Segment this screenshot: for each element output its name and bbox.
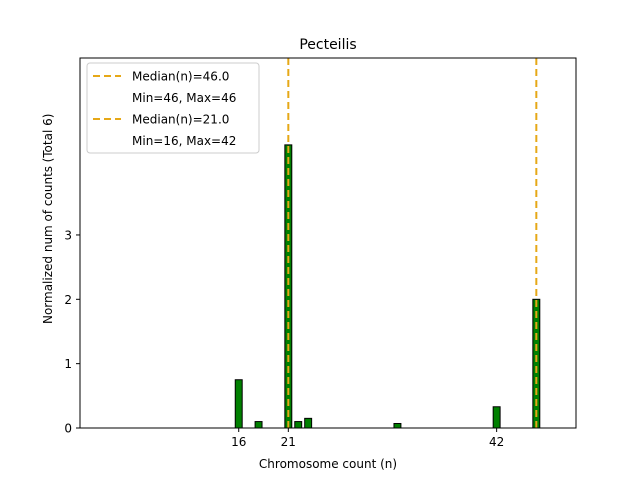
bar-n-32 [393,422,402,429]
y-axis-total-label: (Total 6) [41,114,55,163]
legend: Median(n)=46.0 Min=46, Max=46 Median(n)=… [86,62,260,154]
y-tick-label-1: 1 [64,357,72,371]
y-axis-ticks: 0 1 2 3 [64,228,80,436]
legend-minmax-16-42-label: Min=16, Max=42 [132,134,236,148]
x-tick-label-16: 16 [231,435,246,449]
bar-n-42 [492,406,501,429]
bar-n-23 [304,417,313,429]
legend-frame [86,62,260,154]
x-axis-label: Chromosome count (n) [259,457,397,471]
bar-n-21 [284,144,293,429]
bar-n-18 [254,421,263,429]
legend-median-46-label: Median(n)=46.0 [132,70,229,84]
y-tick-label-0: 0 [64,422,72,436]
x-tick-label-21: 21 [281,435,296,449]
chart-title: Pecteilis [299,37,356,53]
y-tick-label-2: 2 [64,293,72,307]
bar-n-46 [532,298,541,429]
plot-area-frame [79,57,577,429]
x-tick-label-42: 42 [489,435,504,449]
x-axis-ticks: 16 21 42 [231,428,504,449]
legend-minmax-46-label: Min=46, Max=46 [132,91,236,105]
bar-n-22 [294,421,303,429]
median-lines [287,58,538,428]
bars-layer [234,144,541,429]
bar-n-16 [234,379,243,429]
y-tick-label-3: 3 [64,228,72,242]
legend-median-21-label: Median(n)=21.0 [132,113,229,127]
y-axis-label: Normalized num of counts [41,166,55,324]
